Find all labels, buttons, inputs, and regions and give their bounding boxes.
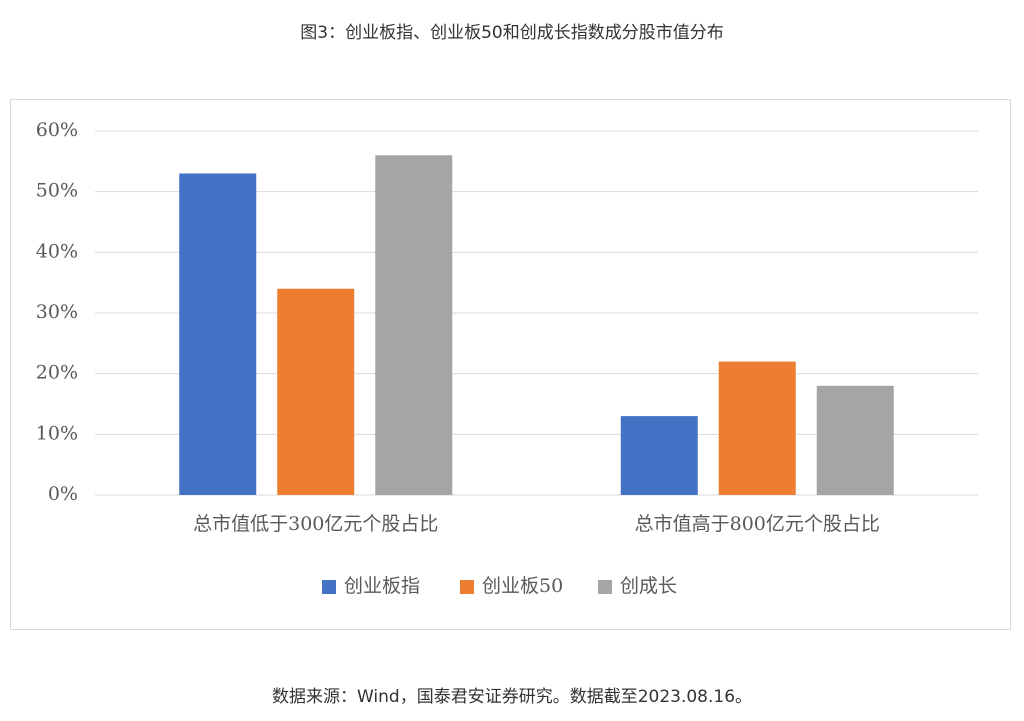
bar (718, 361, 796, 495)
legend-swatch (322, 580, 336, 594)
y-tick-label: 10% (36, 422, 78, 444)
y-tick-label: 20% (36, 362, 78, 384)
bar (179, 173, 257, 495)
bar (277, 288, 355, 495)
legend-swatch (460, 580, 474, 594)
chart-frame (10, 99, 1011, 630)
bar (375, 155, 453, 495)
bar (620, 416, 698, 495)
y-tick-label: 60% (36, 119, 78, 141)
legend-label: 创成长 (620, 575, 677, 597)
page-title: 图3：创业板指、创业板50和创成长指数成分股市值分布 (300, 23, 723, 43)
bar (816, 385, 894, 495)
y-tick-label: 40% (36, 240, 78, 262)
x-tick-label: 总市值高于800亿元个股占比 (635, 513, 880, 535)
y-tick-label: 0% (48, 483, 78, 505)
x-tick-label: 总市值低于300亿元个股占比 (193, 513, 438, 535)
source-note: 数据来源：Wind，国泰君安证券研究。数据截至2023.08.16。 (272, 687, 752, 707)
y-tick-label: 30% (36, 301, 78, 323)
legend-label: 创业板指 (344, 575, 420, 597)
legend-label: 创业板50 (482, 575, 563, 597)
y-tick-label: 50% (36, 180, 78, 202)
legend-swatch (598, 580, 612, 594)
